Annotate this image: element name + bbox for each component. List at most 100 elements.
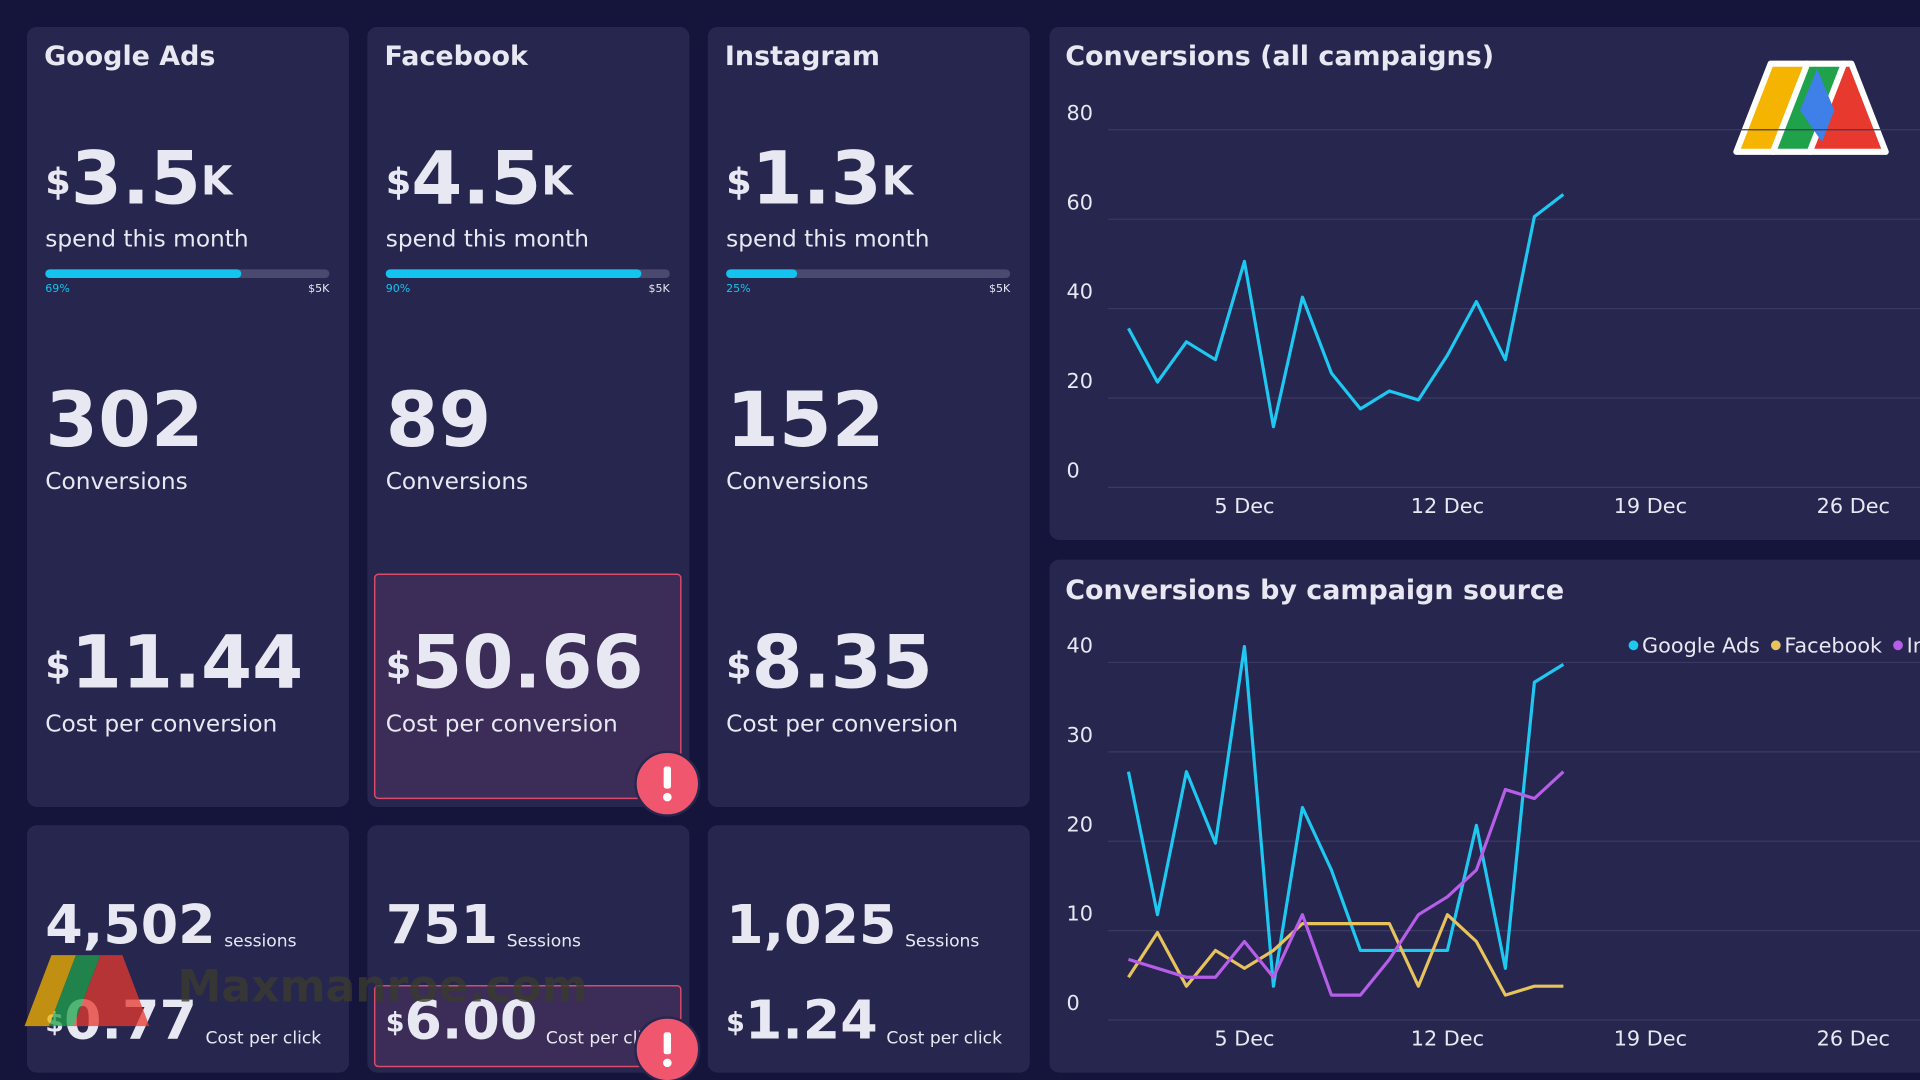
amount: 50.66 xyxy=(411,620,643,705)
card-title: Google Ads xyxy=(44,41,215,72)
amount: 6.00 xyxy=(404,988,537,1051)
series-line xyxy=(1127,770,1565,997)
chart-panel xyxy=(1049,559,1920,1073)
alert-icon-dot xyxy=(663,1058,672,1068)
legend-label: Facebook xyxy=(1784,634,1882,658)
progress-label: 69% xyxy=(45,282,69,295)
progress-label: 25% xyxy=(726,282,750,295)
y-tick-label: 80 xyxy=(1067,101,1093,125)
spend: $3.5K xyxy=(45,137,234,222)
card xyxy=(707,26,1030,807)
progress-max: $5K xyxy=(308,282,330,295)
card-title: Facebook xyxy=(384,41,528,72)
spend-label: spend this month xyxy=(45,225,248,252)
watermark: Maxmanroe.com xyxy=(178,961,588,1012)
sessions: 1,025 xyxy=(726,893,896,956)
legend-marker xyxy=(1628,640,1639,651)
y-tick-label: 40 xyxy=(1067,634,1093,658)
amount: 8.35 xyxy=(752,620,933,705)
chart-title: Conversions (all campaigns) xyxy=(1065,41,1494,72)
y-tick-label: 40 xyxy=(1067,280,1093,304)
y-tick-label: 0 xyxy=(1067,458,1080,482)
cost-per-conversion-label: Cost per conversion xyxy=(726,710,958,737)
cost-per-click-label: Cost per click xyxy=(206,1028,322,1048)
legend-label: Instagram xyxy=(1907,634,1920,658)
y-tick-label: 10 xyxy=(1067,902,1093,926)
x-tick-label: 19 Dec xyxy=(1614,1027,1687,1051)
conversions: 152 xyxy=(726,376,884,464)
x-tick-label: 5 Dec xyxy=(1214,1027,1274,1051)
cost-per-conversion: $11.44 xyxy=(45,620,303,705)
currency: $ xyxy=(726,160,752,203)
unit: K xyxy=(541,157,574,205)
cost-per-conversion: $50.66 xyxy=(386,620,644,705)
series-line xyxy=(1126,644,1565,988)
y-tick-label: 20 xyxy=(1067,369,1093,393)
cost-per-click: $1.24 xyxy=(726,988,878,1051)
spend: $4.5K xyxy=(386,137,575,222)
cost-per-click-label: Cost per click xyxy=(886,1028,1002,1048)
currency: $ xyxy=(726,1007,745,1038)
legend-marker xyxy=(1770,640,1781,651)
card xyxy=(26,26,349,807)
progress-label: 90% xyxy=(386,282,410,295)
conversions-label: Conversions xyxy=(386,468,528,495)
cost-per-conversion-label: Cost per conversion xyxy=(386,710,618,737)
unit: K xyxy=(882,157,915,205)
progress-max: $5K xyxy=(649,282,671,295)
unit: K xyxy=(201,157,234,205)
x-tick-label: 12 Dec xyxy=(1411,1027,1484,1051)
sessions-label: Sessions xyxy=(905,932,979,952)
amount: 1.3 xyxy=(752,137,882,222)
cost-per-click: $6.00 xyxy=(386,988,538,1051)
series-line xyxy=(1127,193,1565,429)
spend-label: spend this month xyxy=(386,225,589,252)
progress-fill xyxy=(385,269,642,278)
cost-per-conversion-label: Cost per conversion xyxy=(45,710,277,737)
card-title: Instagram xyxy=(725,41,880,72)
currency: $ xyxy=(726,644,752,687)
currency: $ xyxy=(45,644,71,687)
amount: 11.44 xyxy=(71,620,303,705)
progress-fill xyxy=(726,269,798,278)
currency: $ xyxy=(386,160,412,203)
spend: $1.3K xyxy=(726,137,915,222)
amount: 3.5 xyxy=(71,137,201,222)
x-tick-label: 12 Dec xyxy=(1411,494,1484,518)
sessions: 4,502 xyxy=(45,893,215,956)
y-tick-label: 30 xyxy=(1067,723,1093,747)
legend-marker xyxy=(1893,640,1903,651)
cost-per-click-label: Cost per click xyxy=(546,1028,662,1048)
currency: $ xyxy=(386,644,412,687)
conversions-label: Conversions xyxy=(726,468,868,495)
x-tick-label: 26 Dec xyxy=(1817,494,1890,518)
x-tick-label: 5 Dec xyxy=(1214,494,1274,518)
progress-max: $5K xyxy=(989,282,1011,295)
chart-panel xyxy=(1049,26,1920,540)
alert-icon-bar xyxy=(663,1032,672,1055)
progress-fill xyxy=(45,269,242,278)
chart-title: Conversions by campaign source xyxy=(1065,575,1564,606)
sessions: 751 xyxy=(386,893,498,956)
x-tick-label: 19 Dec xyxy=(1614,494,1687,518)
currency: $ xyxy=(386,1007,405,1038)
y-tick-label: 20 xyxy=(1067,812,1093,836)
card xyxy=(707,825,1030,1073)
series-line xyxy=(1127,913,1564,997)
y-tick-label: 0 xyxy=(1067,991,1080,1015)
spend-label: spend this month xyxy=(726,225,929,252)
watermark-logo xyxy=(24,955,150,1027)
x-tick-label: 26 Dec xyxy=(1817,1027,1890,1051)
progress-track xyxy=(726,269,1011,278)
amount: 1.24 xyxy=(745,988,878,1051)
alert-box xyxy=(373,573,682,800)
sessions-label: sessions xyxy=(224,932,296,952)
currency: $ xyxy=(45,160,71,203)
cost-per-conversion: $8.35 xyxy=(726,620,933,705)
conversions-label: Conversions xyxy=(45,468,187,495)
charts: Conversions (all campaigns) 0 20 40 60 80 5 De… xyxy=(1065,41,1920,1051)
amount: 4.5 xyxy=(411,137,541,222)
sessions-label: Sessions xyxy=(507,932,581,952)
